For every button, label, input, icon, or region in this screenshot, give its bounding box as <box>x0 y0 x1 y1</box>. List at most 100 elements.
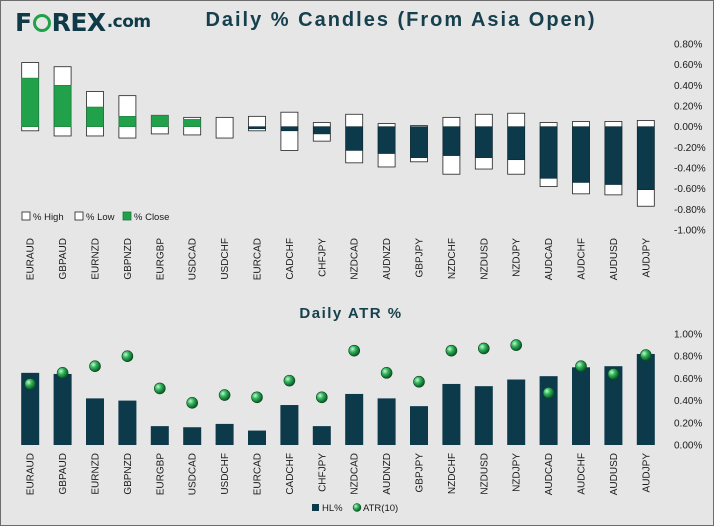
atr-x-tick-label: EURAUD <box>26 453 37 495</box>
candle-y-tick-label: 0.40% <box>674 81 702 92</box>
candle-close-bar <box>474 126 493 158</box>
atr-marker <box>186 397 198 409</box>
atr-marker <box>283 374 296 387</box>
candle-x-tick-label: EURCAD <box>253 238 264 280</box>
atr-x-tick-label: NZDCAD <box>350 453 361 495</box>
atr-hl-bar <box>86 398 104 445</box>
atr-x-tick-label: NZDJPY <box>512 453 523 492</box>
atr-marker <box>218 389 231 401</box>
atr-hl-bar <box>377 398 396 445</box>
atr-y-tick-label: 0.80% <box>674 352 702 363</box>
atr-x-tick-label: GBPNZD <box>123 453 134 495</box>
candle-y-tick-label: -0.80% <box>674 205 706 216</box>
candle-close-bar <box>507 126 526 161</box>
candle-x-tick-label: NZDJPY <box>512 238 523 277</box>
candle-x-tick-label: GBPAUD <box>58 238 69 280</box>
candle-x-tick-label: GBPJPY <box>415 238 426 278</box>
candle-y-tick-label: 0.20% <box>674 102 702 113</box>
atr-hl-bar <box>118 400 137 445</box>
candle-x-tick-label: AUDNZD <box>382 238 393 280</box>
candle-x-tick-label: CADCHF <box>285 238 296 280</box>
candle-close-bar <box>248 126 266 130</box>
candle-close-bar <box>345 126 364 151</box>
atr-marker <box>575 360 587 372</box>
atr-legend-label-atr: ATR(10) <box>363 503 398 514</box>
atr-legend-label-hl: HL% <box>322 503 343 514</box>
atr-hl-bar <box>312 426 331 445</box>
candle-close-bar <box>183 119 201 127</box>
atr-marker <box>121 350 134 363</box>
atr-marker <box>89 360 101 372</box>
atr-hl-bar <box>280 405 299 445</box>
atr-x-tick-label: AUDUSD <box>609 453 620 495</box>
candle-range-bar <box>215 116 234 139</box>
atr-marker <box>315 391 328 404</box>
candle-range-bar <box>280 111 299 151</box>
candle-x-tick-label: EURNZD <box>91 238 102 280</box>
atr-hl-bar <box>604 366 623 445</box>
candle-legend-label: % Low <box>86 212 115 223</box>
candle-close-bar <box>442 126 461 156</box>
atr-hl-bar <box>248 430 266 445</box>
candle-x-tick-label: EURGBP <box>155 238 166 281</box>
atr-x-tick-label: CADCHF <box>285 453 296 495</box>
candle-x-tick-label: AUDCAD <box>544 238 555 280</box>
candle-y-tick-label: 0.60% <box>674 60 702 71</box>
atr-x-tick-label: AUDCAD <box>544 453 555 495</box>
atr-marker <box>607 368 620 380</box>
atr-marker <box>56 367 69 379</box>
atr-x-tick-label: GBPJPY <box>415 453 426 493</box>
atr-chart-title: Daily ATR % <box>299 305 403 322</box>
atr-marker <box>348 344 361 357</box>
logo-ring-icon <box>32 14 51 32</box>
atr-hl-bar <box>150 426 169 445</box>
forex-logo: F REX .com <box>15 7 151 37</box>
candle-legend-label: % High <box>33 212 64 223</box>
atr-y-tick-label: 0.00% <box>674 441 702 452</box>
atr-hl-bar <box>474 386 493 445</box>
candle-close-bar <box>572 126 590 183</box>
atr-marker <box>510 339 523 351</box>
candle-y-tick-label: 0.80% <box>674 40 702 51</box>
candle-legend-label: % Close <box>134 212 169 223</box>
candle-close-bar <box>377 126 396 154</box>
atr-x-tick-label: CHFJPY <box>317 453 328 492</box>
atr-hl-bar <box>539 376 558 445</box>
atr-hl-bar <box>53 373 72 445</box>
logo-suffix: .com <box>106 12 151 32</box>
candle-y-tick-label: -0.60% <box>674 184 706 195</box>
candle-x-tick-label: USDCHF <box>220 238 231 280</box>
candle-close-bar <box>118 116 137 127</box>
atr-marker <box>24 378 37 390</box>
candle-x-tick-label: NZDCHF <box>447 238 458 279</box>
candle-x-tick-label: CHFJPY <box>317 238 328 277</box>
atr-x-tick-label: EURCAD <box>253 453 264 495</box>
candle-chart-title: Daily % Candles (From Asia Open) <box>205 9 597 31</box>
candle-close-bar <box>86 106 104 127</box>
candle-legend-swatch <box>122 211 132 221</box>
candle-x-tick-label: NZDUSD <box>479 238 490 280</box>
candle-legend-swatch <box>74 211 84 221</box>
atr-marker <box>542 387 555 399</box>
atr-y-tick-label: 0.40% <box>674 396 702 407</box>
atr-marker <box>445 344 458 357</box>
atr-x-tick-label: EURGBP <box>155 453 166 496</box>
candle-x-tick-label: NZDCAD <box>350 238 361 280</box>
candle-x-tick-label: AUDJPY <box>641 238 652 278</box>
atr-marker <box>154 382 166 395</box>
atr-hl-bar <box>21 372 40 445</box>
candle-x-tick-label: AUDUSD <box>609 238 620 280</box>
candle-close-bar <box>21 77 40 127</box>
candle-close-bar <box>280 126 299 132</box>
atr-y-tick-label: 0.20% <box>674 418 702 429</box>
logo-letter-f: F <box>15 7 32 37</box>
atr-x-tick-label: AUDJPY <box>641 453 652 493</box>
candle-close-bar <box>410 126 428 158</box>
candle-y-tick-label: -1.00% <box>674 226 706 237</box>
candle-y-tick-label: -0.40% <box>674 164 706 175</box>
atr-x-tick-label: AUDNZD <box>382 453 393 495</box>
atr-x-tick-label: NZDCHF <box>447 453 458 494</box>
atr-y-tick-label: 1.00% <box>674 330 702 341</box>
atr-x-tick-label: GBPAUD <box>58 453 69 495</box>
